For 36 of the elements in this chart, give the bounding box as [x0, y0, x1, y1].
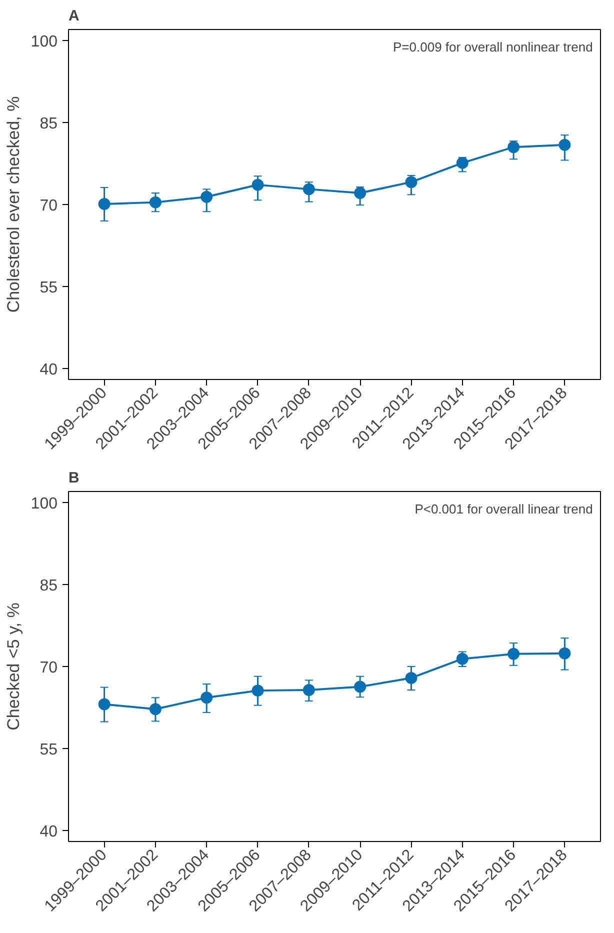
point	[558, 138, 571, 151]
point	[508, 141, 520, 154]
y-tick-label: 100	[30, 495, 58, 512]
y-tick-label: 85	[40, 577, 58, 594]
chart-title: A	[68, 8, 80, 24]
annotation: P<0.001 for overall linear trend	[414, 502, 593, 516]
point	[302, 684, 315, 696]
point	[405, 672, 418, 684]
y-tick-label: 55	[40, 742, 58, 759]
y-tick-label: 40	[40, 362, 58, 379]
y-tick-label: 85	[40, 115, 58, 132]
point	[200, 692, 213, 704]
point	[456, 156, 468, 169]
point	[252, 684, 264, 697]
point	[354, 680, 366, 693]
point	[558, 647, 571, 660]
point	[149, 703, 162, 716]
point	[200, 190, 213, 203]
y-tick-label: 40	[40, 824, 58, 841]
y-tick-label: 70	[40, 660, 58, 676]
point	[302, 183, 315, 196]
y-tick-label: 55	[40, 280, 58, 297]
point	[508, 648, 520, 660]
y-tick-label: 70	[40, 198, 58, 214]
y-axis-title: Cholesterol ever checked, %	[4, 96, 23, 313]
y-axis-title: Checked <5 y, %	[4, 602, 23, 730]
chart-title: B	[68, 470, 80, 486]
point	[149, 196, 162, 208]
point	[354, 187, 366, 200]
point	[98, 198, 110, 210]
point	[252, 178, 264, 191]
point	[98, 698, 110, 710]
y-tick-label: 100	[30, 33, 58, 50]
point	[456, 652, 468, 665]
point	[405, 176, 418, 188]
annotation: P=0.009 for overall nonlinear trend	[393, 40, 593, 54]
